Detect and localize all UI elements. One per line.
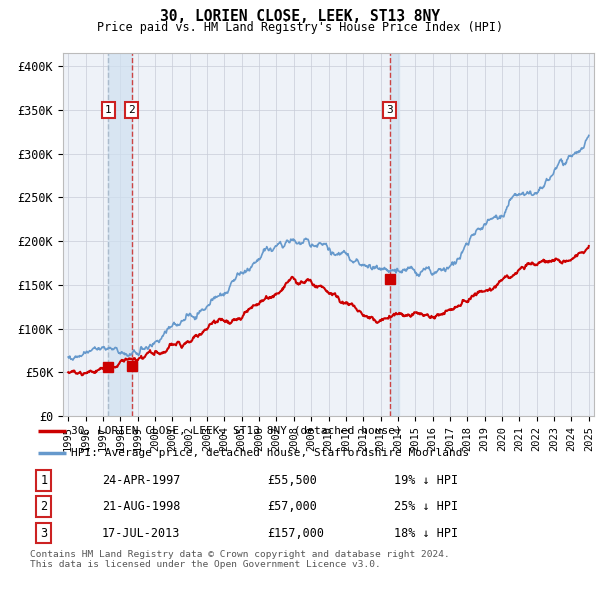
Text: 21-AUG-1998: 21-AUG-1998 xyxy=(102,500,180,513)
Text: 3: 3 xyxy=(386,105,394,115)
Text: 1: 1 xyxy=(105,105,112,115)
Text: HPI: Average price, detached house, Staffordshire Moorlands: HPI: Average price, detached house, Staf… xyxy=(71,448,470,458)
Text: 3: 3 xyxy=(40,526,47,539)
Text: 2: 2 xyxy=(40,500,47,513)
Text: Price paid vs. HM Land Registry's House Price Index (HPI): Price paid vs. HM Land Registry's House … xyxy=(97,21,503,34)
Text: 25% ↓ HPI: 25% ↓ HPI xyxy=(394,500,458,513)
Text: 1: 1 xyxy=(40,474,47,487)
Bar xyxy=(108,53,131,416)
Bar xyxy=(390,53,398,416)
Text: 19% ↓ HPI: 19% ↓ HPI xyxy=(394,474,458,487)
Text: £55,500: £55,500 xyxy=(268,474,317,487)
Text: 18% ↓ HPI: 18% ↓ HPI xyxy=(394,526,458,539)
Text: Contains HM Land Registry data © Crown copyright and database right 2024.
This d: Contains HM Land Registry data © Crown c… xyxy=(30,550,450,569)
Text: £157,000: £157,000 xyxy=(268,526,325,539)
Text: 30, LORIEN CLOSE, LEEK, ST13 8NY: 30, LORIEN CLOSE, LEEK, ST13 8NY xyxy=(160,9,440,24)
Text: 2: 2 xyxy=(128,105,135,115)
Text: 24-APR-1997: 24-APR-1997 xyxy=(102,474,180,487)
Text: 30, LORIEN CLOSE, LEEK, ST13 8NY (detached house): 30, LORIEN CLOSE, LEEK, ST13 8NY (detach… xyxy=(71,426,402,436)
Text: £57,000: £57,000 xyxy=(268,500,317,513)
Text: 17-JUL-2013: 17-JUL-2013 xyxy=(102,526,180,539)
